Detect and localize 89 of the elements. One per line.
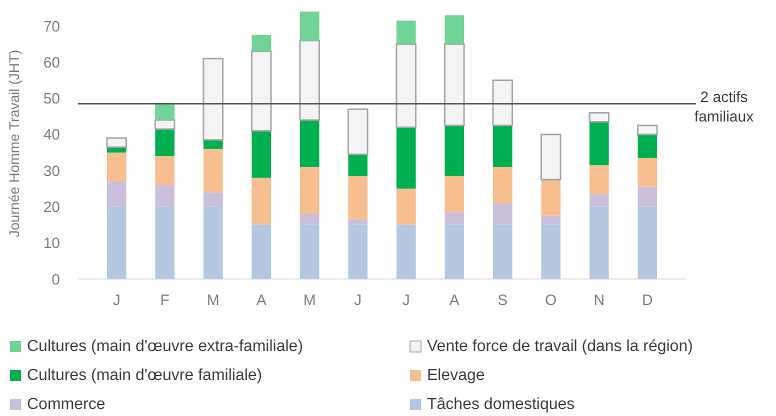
bar [492, 203, 512, 225]
bar [638, 134, 658, 158]
legend-label: Commerce [27, 396, 106, 413]
bar [300, 224, 320, 279]
x-tick-label: A [256, 292, 266, 309]
bar [203, 140, 223, 149]
bar [300, 120, 320, 167]
legend-label: Tâches domestiques [427, 396, 575, 413]
bar [492, 80, 514, 126]
bar [589, 194, 609, 207]
bar [444, 125, 464, 176]
x-tick-label: J [112, 292, 120, 309]
bar [638, 186, 658, 207]
bar [300, 214, 320, 225]
bar [444, 15, 464, 44]
bar [250, 50, 272, 132]
legend-label: Cultures (main d'œuvre familiale) [27, 366, 262, 384]
bar [299, 40, 320, 121]
x-tick-label: A [449, 292, 460, 309]
bar [589, 165, 609, 194]
bar [444, 43, 465, 126]
bar [252, 224, 272, 279]
bar [396, 43, 417, 128]
bar [155, 206, 175, 279]
bar [252, 130, 272, 178]
bar [541, 224, 561, 279]
bar [348, 224, 368, 279]
x-tick-label: M [303, 292, 316, 309]
legend-label: Cultures (main d'œuvre extra-familiale) [27, 338, 304, 355]
bar [154, 119, 176, 130]
bar [155, 185, 175, 207]
y-axis-title: Journée Homme Travail (JHT) [6, 50, 22, 238]
y-tick-label: 0 [52, 271, 60, 288]
bar [348, 219, 368, 225]
bar [588, 112, 610, 123]
y-tick-label: 70 [43, 18, 60, 36]
bar [396, 127, 416, 189]
bar [444, 224, 464, 279]
y-tick-label: 30 [43, 162, 60, 180]
bar [106, 206, 126, 279]
bar [347, 108, 368, 156]
bar [492, 125, 512, 167]
bar [203, 206, 223, 279]
bar [638, 206, 658, 279]
bar [589, 122, 609, 166]
x-tick-label: N [594, 292, 605, 309]
bar [638, 158, 658, 187]
bar [155, 156, 175, 186]
bar [252, 35, 272, 52]
bar [300, 12, 320, 41]
bar [106, 181, 126, 207]
bar [203, 148, 223, 192]
bar [396, 188, 416, 225]
x-tick-label: J [354, 292, 362, 309]
x-tick-label: O [545, 292, 557, 309]
x-tick-label: M [206, 292, 220, 309]
bar [589, 206, 609, 279]
bar [444, 212, 464, 225]
bar [203, 192, 223, 207]
bar [348, 176, 368, 220]
legend-label: Elevage [427, 366, 485, 384]
legend-label: Vente force de travail (dans la région) [427, 338, 693, 355]
y-tick-label: 10 [43, 235, 60, 252]
bar [155, 129, 175, 156]
x-tick-label: S [498, 292, 508, 309]
bar [106, 152, 126, 182]
x-tick-label: F [160, 292, 170, 309]
bar [396, 224, 416, 279]
bar [202, 58, 224, 141]
bar [252, 178, 272, 225]
bar [106, 137, 128, 148]
y-tick-label: 40 [43, 126, 60, 144]
bar [541, 216, 561, 225]
bar [540, 134, 562, 180]
bar [541, 180, 561, 216]
y-tick-label: 60 [43, 54, 60, 72]
bar [444, 176, 464, 212]
bar [300, 166, 320, 214]
x-tick-label: J [402, 292, 410, 309]
bar [155, 104, 175, 120]
bar [348, 154, 368, 176]
bar [396, 20, 416, 44]
y-tick-label: 20 [43, 198, 60, 216]
bar [492, 224, 512, 279]
bar [636, 124, 658, 136]
y-tick-label: 50 [43, 90, 60, 108]
x-tick-label: D [642, 292, 653, 309]
ref-line-label: 2 actifs familiaux [694, 88, 754, 126]
bar [492, 166, 512, 204]
